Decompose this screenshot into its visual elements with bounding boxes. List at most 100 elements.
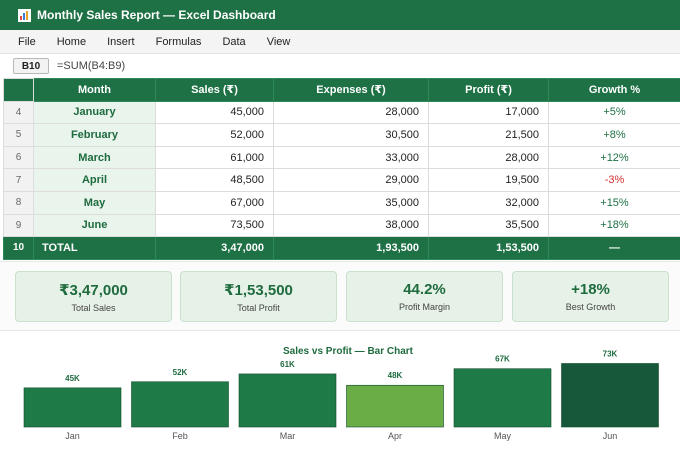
growth-cell[interactable]: +8% xyxy=(548,123,680,147)
table-header-row: Month Sales (₹) Expenses (₹) Profit (₹) … xyxy=(3,78,680,102)
kpi-card-total-profit: ₹1,53,500 Total Profit xyxy=(180,271,337,322)
expenses-cell[interactable]: 28,000 xyxy=(273,100,429,125)
kpi-card-best-growth: +18% Best Growth xyxy=(512,271,669,322)
bar-chart-panel: Sales vs Profit — Bar Chart 45K Jan 52K Feb… xyxy=(0,331,680,455)
sales-cell[interactable]: 48,500 xyxy=(155,168,274,192)
x-tick-label: May xyxy=(494,431,512,441)
bar-value-label: 67K xyxy=(495,355,510,364)
formula-bar: B10 =SUM(B4:B9) xyxy=(0,54,680,78)
table-row: 5 February 52,000 30,500 21,500 +8% xyxy=(3,123,680,147)
x-tick-label: Apr xyxy=(388,431,402,441)
row-number xyxy=(3,78,34,102)
kpi-value: 44.2% xyxy=(403,281,446,298)
table-row: 8 May 67,000 35,000 32,000 +15% xyxy=(3,190,680,215)
expenses-cell[interactable]: 35,000 xyxy=(273,190,429,215)
growth-cell[interactable]: +5% xyxy=(548,100,680,125)
kpi-label: Best Growth xyxy=(565,302,616,312)
row-number[interactable]: 9 xyxy=(3,213,34,238)
kpi-value: +18% xyxy=(571,281,610,298)
expenses-cell[interactable]: 29,000 xyxy=(273,168,429,192)
total-expenses-cell[interactable]: 1,93,500 xyxy=(273,236,429,260)
profit-cell[interactable]: 28,000 xyxy=(428,145,549,170)
menu-bar: File Home Insert Formulas Data View xyxy=(0,30,680,54)
sales-cell[interactable]: 52,000 xyxy=(155,123,274,147)
menu-file[interactable]: File xyxy=(18,35,36,48)
sales-table: Month Sales (₹) Expenses (₹) Profit (₹) … xyxy=(3,78,680,260)
menu-insert[interactable]: Insert xyxy=(107,35,135,48)
bar-jan[interactable] xyxy=(23,387,122,428)
month-cell[interactable]: February xyxy=(33,123,156,147)
month-cell[interactable]: January xyxy=(33,100,156,125)
month-cell[interactable]: April xyxy=(33,168,156,192)
kpi-value: ₹1,53,500 xyxy=(224,282,293,299)
x-tick-label: Feb xyxy=(172,431,188,441)
total-growth-cell[interactable]: — xyxy=(548,236,680,260)
month-cell[interactable]: May xyxy=(33,190,156,215)
cell-name-box[interactable]: B10 xyxy=(13,58,49,74)
menu-data[interactable]: Data xyxy=(222,35,246,48)
row-number[interactable]: 10 xyxy=(3,236,34,260)
row-number[interactable]: 8 xyxy=(3,190,34,215)
row-number[interactable]: 5 xyxy=(3,123,34,147)
window-title: Monthly Sales Report — Excel Dashboard xyxy=(37,8,276,22)
bar-value-label: 48K xyxy=(388,371,403,380)
profit-cell[interactable]: 19,500 xyxy=(428,168,549,192)
kpi-value: ₹3,47,000 xyxy=(59,282,128,299)
menu-formulas[interactable]: Formulas xyxy=(155,35,202,48)
bar-apr[interactable] xyxy=(346,384,444,428)
bar-jun[interactable] xyxy=(561,363,659,428)
total-row: 10 TOTAL 3,47,000 1,93,500 1,53,500 — xyxy=(3,236,680,260)
bar-mar[interactable] xyxy=(238,373,337,428)
profit-cell[interactable]: 17,000 xyxy=(428,100,549,125)
table-row: 6 March 61,000 33,000 28,000 +12% xyxy=(3,145,680,170)
table-row: 4 January 45,000 28,000 17,000 +5% xyxy=(3,100,680,125)
profit-cell[interactable]: 35,500 xyxy=(428,213,549,238)
growth-cell[interactable]: +12% xyxy=(548,145,680,170)
x-tick-label: Jun xyxy=(603,431,618,441)
growth-cell[interactable]: +18% xyxy=(548,213,680,238)
x-tick-label: Jan xyxy=(65,431,80,441)
header-growth[interactable]: Growth % xyxy=(548,78,680,102)
x-tick-label: Mar xyxy=(280,431,296,441)
row-number[interactable]: 6 xyxy=(3,145,34,170)
window-titlebar: Monthly Sales Report — Excel Dashboard xyxy=(0,0,680,30)
sales-cell[interactable]: 61,000 xyxy=(155,145,274,170)
table-row: 7 April 48,500 29,000 19,500 -3% xyxy=(3,168,680,192)
growth-cell[interactable]: +15% xyxy=(548,190,680,215)
row-number[interactable]: 7 xyxy=(3,168,34,192)
month-cell[interactable]: March xyxy=(33,145,156,170)
sales-cell[interactable]: 73,500 xyxy=(155,213,274,238)
total-profit-cell[interactable]: 1,53,500 xyxy=(428,236,549,260)
header-profit[interactable]: Profit (₹) xyxy=(428,78,549,102)
expenses-cell[interactable]: 38,000 xyxy=(273,213,429,238)
bar-value-label: 52K xyxy=(173,368,188,377)
menu-view[interactable]: View xyxy=(266,35,291,48)
expenses-cell[interactable]: 33,000 xyxy=(273,145,429,170)
profit-cell[interactable]: 32,000 xyxy=(428,190,549,215)
bar-value-label: 45K xyxy=(65,374,80,383)
table-row: 9 June 73,500 38,000 35,500 +18% xyxy=(3,213,680,238)
chart-title: Sales vs Profit — Bar Chart xyxy=(283,346,414,357)
growth-cell[interactable]: -3% xyxy=(548,168,680,192)
kpi-label: Total Profit xyxy=(237,303,280,313)
menu-home[interactable]: Home xyxy=(56,35,87,48)
bar-value-label: 61K xyxy=(280,360,295,369)
month-cell[interactable]: June xyxy=(33,213,156,238)
kpi-label: Total Sales xyxy=(71,303,116,313)
bar-chart: Sales vs Profit — Bar Chart 45K Jan 52K Feb… xyxy=(23,346,659,441)
row-number[interactable]: 4 xyxy=(3,100,34,125)
total-label[interactable]: TOTAL xyxy=(33,236,156,260)
profit-cell[interactable]: 21,500 xyxy=(428,123,549,147)
expenses-cell[interactable]: 30,500 xyxy=(273,123,429,147)
total-sales-cell[interactable]: 3,47,000 xyxy=(155,236,274,260)
formula-input[interactable]: =SUM(B4:B9) xyxy=(57,60,126,72)
chart-app-icon xyxy=(18,8,31,22)
header-month[interactable]: Month xyxy=(33,78,156,102)
bar-may[interactable] xyxy=(453,368,552,428)
header-expenses[interactable]: Expenses (₹) xyxy=(273,78,429,102)
bar-value-label: 73K xyxy=(603,349,618,358)
header-sales[interactable]: Sales (₹) xyxy=(155,78,274,102)
bar-feb[interactable] xyxy=(131,381,229,428)
sales-cell[interactable]: 67,000 xyxy=(155,190,274,215)
sales-cell[interactable]: 45,000 xyxy=(155,100,274,125)
